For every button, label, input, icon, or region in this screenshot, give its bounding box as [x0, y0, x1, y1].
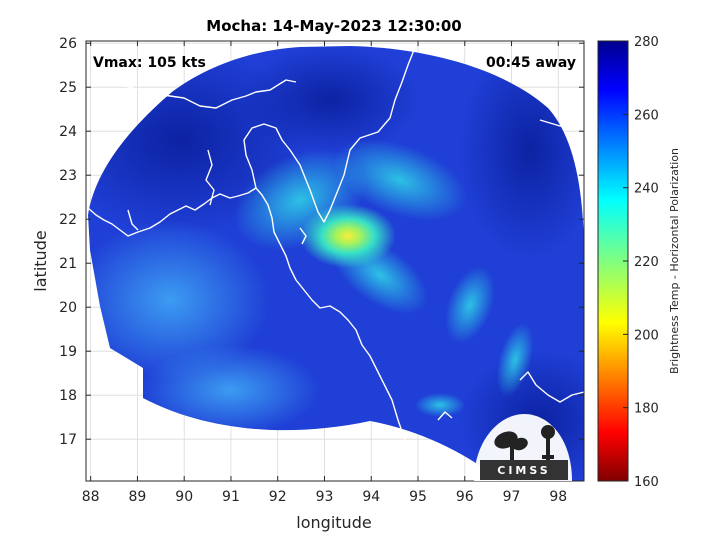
y-axis-ticks: 26 25 24 23 22 21 20 19 18 17: [59, 36, 584, 448]
x-tick-label: 96: [456, 489, 474, 505]
x-tick-label: 88: [82, 489, 100, 505]
colorbar-ticks: 280 260 240 220 200 180 160: [623, 35, 659, 490]
storm-eyewall: [300, 204, 396, 268]
x-tick-label: 91: [222, 489, 240, 505]
time-away-annotation: 00:45 away: [486, 55, 576, 71]
colorbar-tick-label: 220: [634, 255, 659, 270]
x-axis-ticks: 88 89 90 91 92 93 94 95 96 97 98: [82, 41, 567, 505]
x-tick-label: 95: [409, 489, 427, 505]
y-axis-label: latitude: [31, 230, 50, 291]
colorbar-tick-label: 280: [634, 35, 659, 50]
cimss-logo: CIMSS: [474, 414, 572, 481]
x-tick-label: 93: [316, 489, 334, 505]
colorbar-tick-label: 200: [634, 328, 659, 343]
y-tick-label: 18: [59, 388, 77, 404]
y-tick-label: 22: [59, 212, 77, 228]
colorbar-tick-label: 180: [634, 402, 659, 417]
y-tick-label: 25: [59, 80, 77, 96]
x-tick-label: 97: [503, 489, 521, 505]
axes-frame: [85, 40, 585, 482]
figure-title: Mocha: 14-May-2023 12:30:00: [206, 17, 461, 35]
y-tick-label: 26: [59, 36, 77, 52]
x-tick-label: 98: [549, 489, 567, 505]
vmax-annotation: Vmax: 105 kts: [93, 55, 206, 71]
colorbar-tick-label: 160: [634, 475, 659, 490]
x-tick-label: 92: [269, 489, 287, 505]
colorbar-label: Brightness Temp - Horizontal Polarizatio…: [668, 148, 681, 374]
x-tick-label: 90: [175, 489, 193, 505]
x-axis-label: longitude: [296, 513, 371, 532]
x-tick-label: 89: [129, 489, 147, 505]
logo-text: CIMSS: [497, 464, 550, 477]
y-tick-label: 21: [59, 256, 77, 272]
colorbar-tick-label: 260: [634, 108, 659, 123]
y-tick-label: 20: [59, 300, 77, 316]
y-tick-label: 19: [59, 344, 77, 360]
y-tick-label: 23: [59, 168, 77, 184]
y-tick-label: 17: [59, 432, 77, 448]
x-tick-label: 94: [362, 489, 380, 505]
colorbar-tick-label: 240: [634, 182, 659, 197]
coastlines: [87, 41, 584, 481]
y-tick-label: 24: [59, 124, 77, 140]
